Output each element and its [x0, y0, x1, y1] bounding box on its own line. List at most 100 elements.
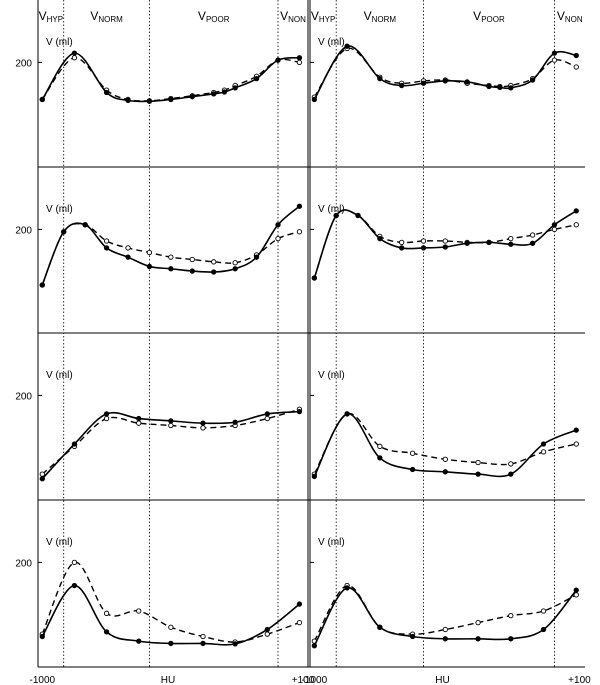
- dashed-series-point: [442, 238, 448, 244]
- dashed-series-point: [103, 610, 110, 616]
- zone-label: VPOOR: [473, 9, 505, 24]
- solid-series-point: [311, 643, 318, 649]
- dashed-series-point: [136, 420, 142, 426]
- dashed-series-point: [168, 422, 174, 429]
- solid-series-point: [103, 629, 110, 635]
- solid-series-point: [103, 245, 110, 251]
- panel-7: [39, 559, 303, 647]
- solid-series-point: [409, 633, 416, 640]
- solid-series-point: [103, 89, 110, 96]
- solid-series-point: [409, 466, 416, 473]
- zone-label-sub: POOR: [206, 15, 230, 24]
- solid-series-point: [377, 236, 383, 242]
- zone-label: VNORM: [90, 9, 123, 24]
- zone-label: VPOOR: [198, 9, 230, 24]
- solid-series-point: [71, 582, 78, 589]
- dashed-series-line: [313, 209, 577, 279]
- dashed-series-line: [41, 57, 300, 102]
- dashed-series-point: [377, 443, 383, 449]
- solid-series-point: [296, 601, 303, 607]
- dashed-series-point: [296, 619, 303, 626]
- zone-label-sub: HYP: [47, 15, 63, 24]
- solid-series-point: [333, 212, 339, 219]
- zone-label: VNON: [280, 9, 306, 24]
- panel-4: [311, 208, 579, 281]
- solid-series-point: [264, 411, 270, 417]
- solid-series-point: [573, 52, 579, 59]
- dashed-series-point: [39, 471, 45, 477]
- solid-series-point: [82, 222, 88, 228]
- solid-series-point: [573, 587, 579, 593]
- solid-series-point: [136, 638, 142, 644]
- zone-label-sub: NORM: [372, 15, 397, 24]
- dashed-series-point: [508, 461, 514, 467]
- chart-frame: [37, 0, 585, 668]
- zone-label-main: V: [198, 9, 206, 23]
- dashed-series-line: [41, 222, 300, 286]
- solid-series-point: [344, 43, 350, 49]
- zone-label-sub: NON: [288, 15, 306, 24]
- solid-series-point: [189, 268, 195, 274]
- solid-series-point: [71, 50, 78, 56]
- solid-series-point: [168, 640, 174, 647]
- y-tick-label: 200: [15, 58, 32, 69]
- dashed-series-point: [540, 608, 547, 614]
- dashed-series-line: [41, 561, 300, 643]
- solid-series-point: [497, 84, 503, 91]
- solid-series-point: [540, 441, 547, 447]
- solid-series-point: [253, 254, 260, 260]
- solid-series-line: [41, 205, 300, 286]
- dashed-series-point: [529, 232, 536, 238]
- dashed-series-point: [508, 612, 514, 619]
- solid-series-point: [200, 420, 206, 426]
- solid-series-point: [71, 441, 78, 447]
- solid-series-point: [311, 96, 318, 103]
- solid-series-point: [464, 240, 470, 246]
- solid-series-line: [313, 45, 577, 100]
- y-tick-label: 200: [15, 558, 32, 569]
- dashed-series-point: [573, 441, 579, 447]
- solid-series-point: [344, 411, 350, 417]
- solid-series-point: [486, 83, 492, 90]
- dashed-series-point: [296, 229, 303, 235]
- solid-series-point: [551, 222, 558, 228]
- solid-series-point: [200, 640, 206, 647]
- solid-series-point: [264, 626, 270, 633]
- y-axis-label: V (ml): [318, 37, 345, 48]
- dashed-series-point: [508, 236, 514, 242]
- y-axis-label: V (ml): [46, 537, 73, 548]
- solid-series-point: [529, 77, 536, 83]
- zone-label-main: V: [364, 9, 372, 23]
- dashed-series-point: [296, 59, 303, 66]
- zone-label-sub: NORM: [98, 15, 123, 24]
- solid-series-point: [540, 626, 547, 633]
- solid-series-line: [313, 209, 577, 279]
- panel-5: [39, 406, 303, 482]
- y-tick-label: 200: [15, 225, 32, 236]
- zone-label-main: V: [39, 9, 47, 23]
- dashed-series-point: [442, 456, 448, 462]
- solid-series-point: [61, 229, 67, 235]
- solid-series-point: [420, 245, 427, 251]
- dashed-series-point: [573, 64, 579, 70]
- zone-label-sub: NON: [565, 15, 583, 24]
- solid-series-point: [39, 633, 45, 640]
- x-tick-label: +100: [568, 675, 591, 685]
- zone-label-sub: POOR: [481, 15, 505, 24]
- solid-series-point: [508, 241, 514, 247]
- y-axis-label: V (ml): [318, 537, 345, 548]
- x-tick-label: HU: [435, 675, 449, 685]
- zone-label: VNORM: [364, 9, 397, 24]
- dashed-series-point: [125, 245, 131, 251]
- solid-series-line: [313, 413, 577, 478]
- dashed-series-point: [551, 57, 558, 63]
- solid-series-point: [442, 469, 448, 475]
- solid-series-point: [39, 96, 45, 103]
- solid-series-point: [508, 636, 514, 642]
- solid-series-point: [136, 415, 142, 422]
- y-axis-label: V (ml): [46, 370, 73, 381]
- zone-label-sub: HYP: [319, 15, 335, 24]
- zone-label: VHYP: [39, 9, 63, 24]
- solid-series-point: [168, 96, 174, 103]
